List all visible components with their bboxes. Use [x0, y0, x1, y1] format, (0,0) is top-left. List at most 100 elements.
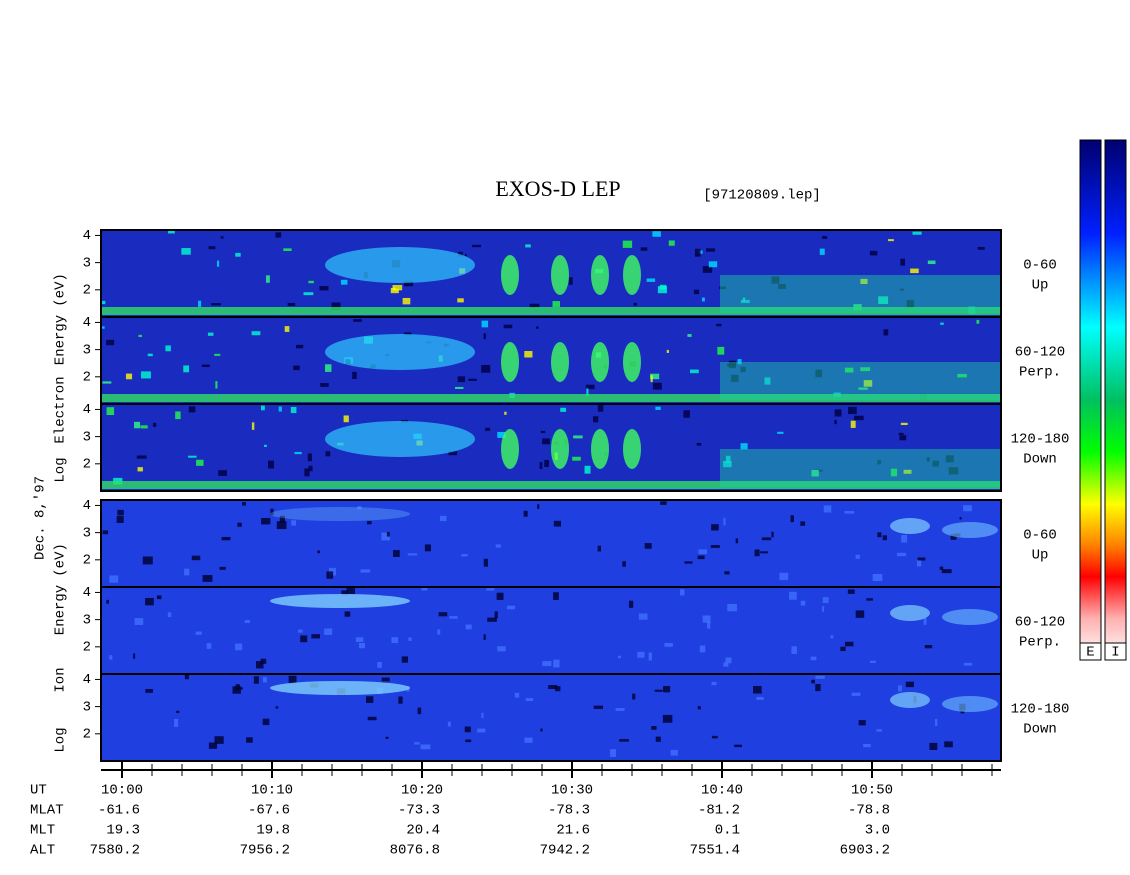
texture: [344, 611, 351, 617]
texture: [414, 742, 420, 745]
spectrogram-panel: [101, 404, 1001, 491]
texture: [275, 706, 279, 709]
texture: [944, 741, 953, 748]
texture: [483, 558, 489, 567]
feature: [551, 255, 569, 295]
texture: [896, 552, 907, 557]
texture: [106, 339, 115, 346]
texture: [548, 685, 558, 689]
ephemeris-value: 7956.2: [240, 843, 290, 859]
low-energy-band: [101, 394, 1001, 402]
texture: [357, 506, 362, 510]
texture: [553, 659, 560, 668]
texture: [303, 292, 314, 296]
texture: [184, 568, 190, 576]
texture: [117, 509, 124, 516]
panel-angle: 0-60: [1023, 258, 1057, 274]
texture: [619, 739, 629, 742]
texture: [940, 322, 944, 325]
texture: [355, 637, 364, 642]
texture: [923, 617, 927, 625]
texture: [537, 504, 540, 509]
feature: [591, 429, 609, 469]
texture: [483, 634, 486, 640]
texture: [298, 629, 303, 633]
y-tick-label: 2: [83, 370, 91, 386]
texture: [698, 549, 708, 555]
panel-direction: Up: [1032, 548, 1049, 564]
texture: [145, 688, 153, 693]
panel-direction: Up: [1032, 278, 1049, 294]
texture: [181, 248, 191, 255]
color-bar: [1104, 139, 1127, 661]
texture: [663, 685, 671, 693]
texture: [188, 455, 197, 458]
texture: [221, 536, 231, 541]
texture: [471, 244, 482, 248]
texture: [101, 326, 105, 329]
panel-direction: Down: [1023, 722, 1057, 738]
texture: [652, 231, 661, 237]
texture: [760, 551, 768, 554]
texture: [779, 572, 789, 581]
feature: [890, 518, 930, 534]
texture: [468, 378, 477, 382]
texture: [830, 635, 834, 639]
texture: [525, 698, 534, 701]
texture: [260, 658, 267, 664]
texture: [903, 469, 912, 474]
y-tick-label: 2: [83, 640, 91, 656]
texture: [176, 710, 180, 713]
texture: [246, 737, 253, 743]
texture: [644, 543, 652, 549]
texture: [637, 651, 645, 658]
texture: [325, 451, 331, 457]
texture: [597, 404, 604, 412]
texture: [214, 353, 221, 356]
texture: [424, 544, 431, 552]
texture: [367, 716, 377, 721]
texture: [568, 277, 573, 285]
texture: [866, 598, 873, 601]
texture: [494, 611, 498, 619]
texture: [753, 685, 762, 694]
texture: [711, 735, 718, 739]
texture: [202, 575, 213, 582]
texture: [633, 302, 637, 306]
texture: [457, 376, 466, 383]
texture: [734, 744, 742, 748]
y-tick-label: 2: [83, 727, 91, 743]
texture: [680, 589, 685, 596]
texture: [317, 550, 321, 554]
texture: [622, 240, 633, 248]
texture: [437, 629, 441, 635]
x-tick-label: 10:30: [551, 783, 593, 799]
feature: [501, 429, 519, 469]
texture: [640, 247, 648, 251]
texture: [262, 718, 270, 726]
texture: [725, 657, 732, 664]
feature: [325, 334, 475, 370]
texture: [407, 553, 418, 556]
texture: [529, 303, 540, 308]
texture: [610, 749, 617, 757]
texture: [402, 297, 411, 305]
texture: [810, 656, 817, 661]
texture: [353, 319, 362, 322]
ephemeris-value: -73.3: [398, 803, 440, 819]
color-bar: [1079, 139, 1102, 661]
chart-title: EXOS-D LEP: [495, 176, 620, 201]
texture: [284, 326, 290, 332]
texture: [573, 435, 583, 439]
ephemeris-value: 20.4: [406, 823, 440, 839]
y-axis-label: Electron: [53, 376, 69, 443]
ephemeris-value: -61.6: [98, 803, 140, 819]
texture: [924, 645, 933, 649]
texture: [496, 592, 504, 600]
texture: [300, 635, 308, 643]
texture: [727, 603, 737, 612]
texture: [771, 276, 780, 284]
texture: [725, 455, 731, 464]
texture: [381, 532, 390, 541]
texture: [963, 505, 972, 512]
